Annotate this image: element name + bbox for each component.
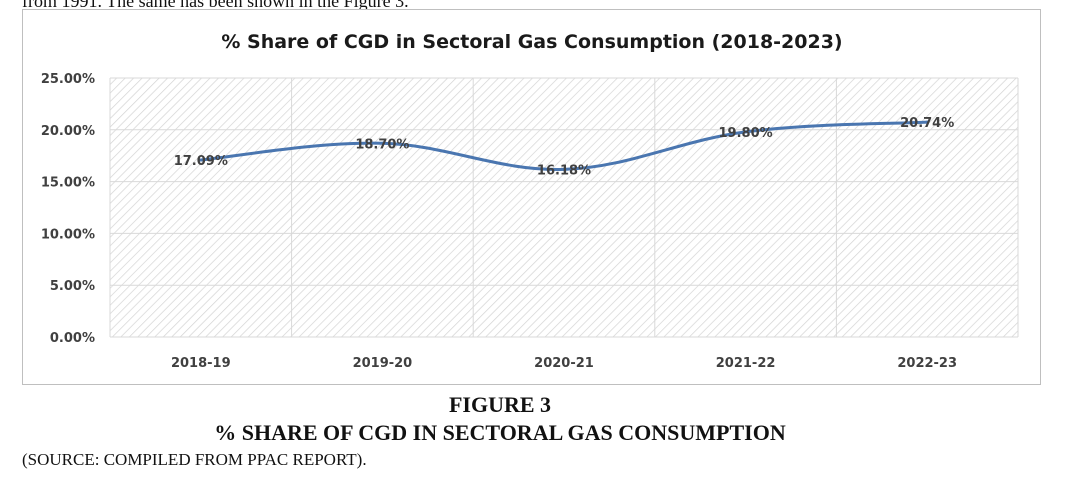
- y-tick-label: 25.00%: [41, 72, 95, 87]
- x-tick-label: 2018-19: [171, 356, 231, 371]
- figure-title: % SHARE OF CGD IN SECTORAL GAS CONSUMPTI…: [214, 420, 786, 445]
- y-tick-label: 5.00%: [50, 279, 95, 294]
- data-label: 20.74%: [900, 116, 954, 131]
- data-point: [199, 158, 203, 162]
- data-label: 16.18%: [537, 163, 591, 178]
- y-tick-label: 10.00%: [41, 227, 95, 242]
- cropped-body-text: from 1991. The same has been shown in th…: [22, 0, 409, 11]
- x-tick-label: 2019-20: [353, 356, 413, 371]
- line-chart: % Share of CGD in Sectoral Gas Consumpti…: [41, 31, 1019, 371]
- data-point: [925, 120, 929, 124]
- y-tick-label: 20.00%: [41, 124, 95, 139]
- grid-lines: [109, 77, 1019, 338]
- data-label: 18.70%: [355, 137, 409, 152]
- data-label: 19.80%: [719, 126, 773, 141]
- x-axis-ticks: 2018-19 2019-20 2020-21 2021-22 2022-23: [171, 356, 957, 371]
- y-axis-ticks: 0.00% 5.00% 10.00% 15.00% 20.00% 25.00%: [41, 72, 95, 346]
- plot-area: [110, 78, 1018, 337]
- y-tick-label: 15.00%: [41, 176, 95, 191]
- y-tick-label: 0.00%: [50, 331, 95, 346]
- figure-number: FIGURE 3: [448, 392, 552, 417]
- chart-title: % Share of CGD in Sectoral Gas Consumpti…: [221, 31, 842, 53]
- data-point: [562, 167, 566, 171]
- data-point: [380, 141, 384, 145]
- x-tick-label: 2022-23: [897, 356, 957, 371]
- data-label: 17.09%: [174, 154, 228, 169]
- series-layer: [199, 120, 929, 171]
- x-tick-label: 2020-21: [534, 356, 594, 371]
- data-labels: 17.09% 18.70% 16.18% 19.80% 20.74%: [174, 116, 955, 178]
- source-note: (SOURCE: COMPILED FROM PPAC REPORT).: [22, 450, 367, 469]
- chart-container: % Share of CGD in Sectoral Gas Consumpti…: [22, 9, 1041, 385]
- data-point: [744, 130, 748, 134]
- x-tick-label: 2021-22: [716, 356, 776, 371]
